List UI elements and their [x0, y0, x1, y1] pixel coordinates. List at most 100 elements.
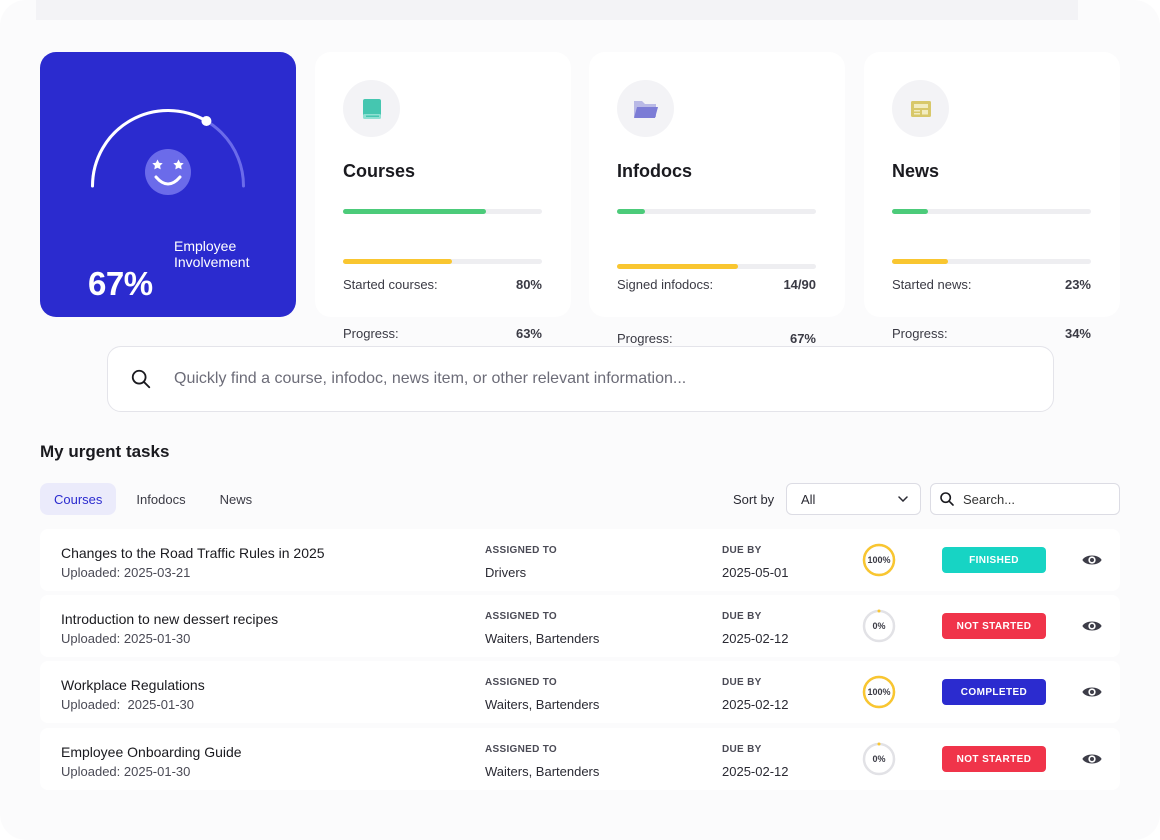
assigned-caption: ASSIGNED TO: [485, 677, 558, 688]
eye-icon[interactable]: [1081, 616, 1103, 636]
table-row[interactable]: Changes to the Road Traffic Rules in 202…: [40, 529, 1120, 591]
signed-infodocs-row: Signed infodocs: 14/90: [617, 277, 816, 292]
assigned-caption: ASSIGNED TO: [485, 744, 558, 755]
global-search[interactable]: [107, 346, 1054, 412]
signed-infodocs-label: Signed infodocs:: [617, 277, 714, 292]
started-courses-label: Started courses:: [343, 277, 438, 292]
assigned-value: Waiters, Bartenders: [485, 697, 600, 712]
news-title: News: [892, 161, 940, 181]
due-caption: DUE BY: [722, 677, 762, 688]
courses-progress-value: 63%: [515, 326, 542, 341]
task-uploaded: Uploaded: 2025-03-21: [61, 565, 191, 580]
news-progress-value: 34%: [1064, 326, 1091, 341]
chevron-down-icon: [898, 496, 908, 502]
infodocs-title: Infodocs: [617, 161, 692, 181]
progress-ring: [862, 742, 896, 776]
sort-label: Sort by: [733, 492, 775, 507]
started-courses-bar: [343, 209, 542, 214]
started-news-label: Started news:: [892, 277, 972, 292]
signed-infodocs-value: 14/90: [783, 277, 816, 292]
assigned-value: Waiters, Bartenders: [485, 631, 600, 646]
tab-news[interactable]: News: [219, 491, 253, 507]
news-icon-wrap: [892, 80, 949, 137]
table-row[interactable]: Introduction to new dessert recipes Uplo…: [40, 595, 1120, 657]
due-caption: DUE BY: [722, 744, 762, 755]
task-search-input[interactable]: [963, 491, 1113, 507]
progress-ring: [862, 543, 896, 577]
status-badge: COMPLETED: [942, 679, 1046, 705]
sort-select[interactable]: All: [786, 483, 921, 515]
status-badge: NOT STARTED: [942, 613, 1046, 639]
assigned-caption: ASSIGNED TO: [485, 545, 558, 556]
news-progress-row: Progress: 34%: [892, 326, 1091, 341]
infodocs-progress-row: Progress: 67%: [617, 331, 816, 346]
courses-card[interactable]: Courses Started courses: 80% Progress: 6…: [315, 52, 571, 341]
task-tabs: Courses Infodocs News: [40, 483, 272, 515]
eye-icon[interactable]: [1081, 550, 1103, 570]
due-value: 2025-02-12: [722, 697, 789, 712]
book-icon: [362, 98, 381, 119]
gauge-knob: [201, 116, 212, 127]
gauge-fill: [91, 109, 208, 188]
infodocs-icon-wrap: [617, 80, 674, 137]
due-value: 2025-02-12: [722, 764, 789, 779]
involvement-percent: 67%: [88, 265, 153, 302]
due-value: 2025-05-01: [722, 565, 789, 580]
table-row[interactable]: Workplace Regulations Uploaded: 2025-01-…: [40, 661, 1120, 723]
courses-title: Courses: [343, 161, 416, 181]
tab-courses[interactable]: Courses: [40, 483, 117, 515]
progress-ring-label: 100%: [867, 555, 891, 565]
tab-infodocs[interactable]: Infodocs: [136, 491, 186, 507]
infodocs-progress-label: Progress:: [617, 331, 673, 346]
task-title: Changes to the Road Traffic Rules in 202…: [61, 545, 325, 561]
progress-ring: [862, 675, 896, 709]
task-uploaded: Uploaded: 2025-01-30: [61, 764, 191, 779]
eye-icon[interactable]: [1081, 682, 1103, 702]
involvement-gauge: [91, 109, 245, 195]
signed-infodocs-bar: [617, 209, 816, 214]
courses-progress-row: Progress: 63%: [343, 326, 542, 341]
infodocs-card[interactable]: Infodocs Signed infodocs: 14/90 Progress…: [589, 52, 845, 346]
task-uploaded: Uploaded: 2025-01-30: [61, 631, 191, 646]
news-card[interactable]: News Started news: 23% Progress: 34%: [864, 52, 1120, 341]
sort-select-value: All: [801, 491, 816, 507]
folder-icon: [633, 100, 658, 118]
news-progress-bar: [892, 259, 1091, 264]
started-courses-value: 80%: [515, 277, 542, 292]
star-eyes-smiley-icon: [145, 149, 191, 195]
assigned-caption: ASSIGNED TO: [485, 611, 558, 622]
search-icon: [940, 492, 954, 506]
status-badge: FINISHED: [942, 547, 1046, 573]
top-bar: [36, 0, 1078, 20]
employee-involvement-card: 67% Employee Involvement: [40, 52, 296, 317]
started-courses-row: Started courses: 80%: [343, 277, 542, 292]
progress-ring-label: 0%: [872, 754, 886, 764]
urgent-tasks-title: My urgent tasks: [40, 442, 170, 461]
progress-ring: [862, 609, 896, 643]
news-progress-label: Progress:: [892, 326, 948, 341]
started-news-value: 23%: [1064, 277, 1091, 292]
assigned-value: Drivers: [485, 565, 527, 580]
involvement-label: Employee Involvement: [174, 238, 250, 270]
due-caption: DUE BY: [722, 545, 762, 556]
search-icon: [131, 369, 151, 389]
progress-ring-label: 100%: [867, 687, 891, 697]
task-title: Employee Onboarding Guide: [61, 744, 242, 760]
assigned-value: Waiters, Bartenders: [485, 764, 600, 779]
courses-progress-bar: [343, 259, 542, 264]
task-search[interactable]: [930, 483, 1120, 515]
infodocs-progress-bar: [617, 264, 816, 269]
task-uploaded: Uploaded: 2025-01-30: [61, 697, 194, 712]
table-row[interactable]: Employee Onboarding Guide Uploaded: 2025…: [40, 728, 1120, 790]
task-title: Introduction to new dessert recipes: [61, 611, 279, 627]
courses-icon-wrap: [343, 80, 400, 137]
started-news-bar: [892, 209, 1091, 214]
progress-ring-label: 0%: [872, 621, 886, 631]
eye-icon[interactable]: [1081, 749, 1103, 769]
global-search-input[interactable]: [174, 370, 994, 388]
task-title: Workplace Regulations: [61, 677, 205, 693]
courses-progress-label: Progress:: [343, 326, 399, 341]
due-caption: DUE BY: [722, 611, 762, 622]
infodocs-progress-value: 67%: [789, 331, 816, 346]
